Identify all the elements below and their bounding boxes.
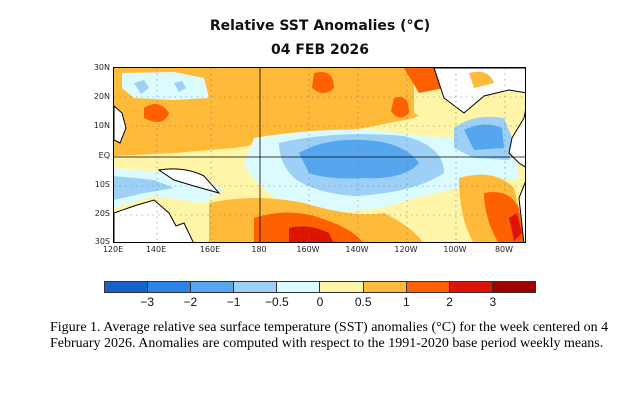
se-darkred-spot [509,213,522,241]
colorbar-tick-label: −0.5 [264,295,289,309]
colorbar-tick-label: 0 [316,295,324,309]
philippines-land [114,105,127,144]
lat-label: 30S [94,237,110,246]
colorbar-tick-label: −3 [140,295,155,309]
map-svg [114,68,525,242]
colorbar-swatch [191,282,235,292]
lat-label: EQ [98,151,110,160]
lat-label: 20S [94,209,110,218]
colorbar-tick-label: 1 [403,295,410,309]
nw-cool-patch [122,72,209,100]
east-blue-patch [464,124,504,150]
colorbar [104,281,536,293]
cold-tongue-strong [299,139,419,179]
lon-label: 140E [145,245,167,254]
lon-label: 120W [394,245,418,254]
lon-label: 120E [102,245,124,254]
west-blue-band [114,176,174,200]
colorbar-tick-label: −1 [226,295,241,309]
colorbar-swatch [492,282,535,292]
colorbar-swatch [277,282,321,292]
nw-blue-spot [134,80,186,94]
australia-land [114,199,194,242]
colorbar-tick-label: 3 [489,295,497,309]
lat-label: 20N [93,92,110,101]
lon-label: 160E [199,245,221,254]
south-darkred-area [289,226,334,242]
colorbar-swatch [148,282,192,292]
lon-label: 180 [251,245,267,254]
lat-label: 30N [93,63,110,72]
mexico-warm-patch [469,71,494,88]
figure-title: Relative SST Anomalies (°C) [209,18,431,34]
lon-label: 100W [443,245,467,254]
colorbar-swatch [234,282,278,292]
north-red-patches [144,68,444,122]
figure-caption: Figure 1. Average relative sea surface t… [50,320,609,351]
lon-label: 160W [296,245,320,254]
colorbar-swatch [363,282,407,292]
colorbar-tick-label: 0.5 [354,295,372,309]
colorbar-swatch [320,282,364,292]
colorbar-swatch [105,282,149,292]
sst-anomaly-map [113,67,526,243]
colorbar-tick-label: −2 [183,295,198,309]
lat-label: 10N [93,121,110,130]
colorbar-swatch [449,282,493,292]
americas-land [433,68,525,242]
gridlines [114,68,525,242]
new-guinea-land [157,168,221,194]
figure-date: 04 FEB 2026 [271,42,369,58]
lat-label: 10S [94,180,110,189]
colorbar-swatch [406,282,450,292]
lon-label: 140W [345,245,369,254]
colorbar-tick-label: 2 [446,295,453,309]
lon-label: 80W [494,245,514,254]
